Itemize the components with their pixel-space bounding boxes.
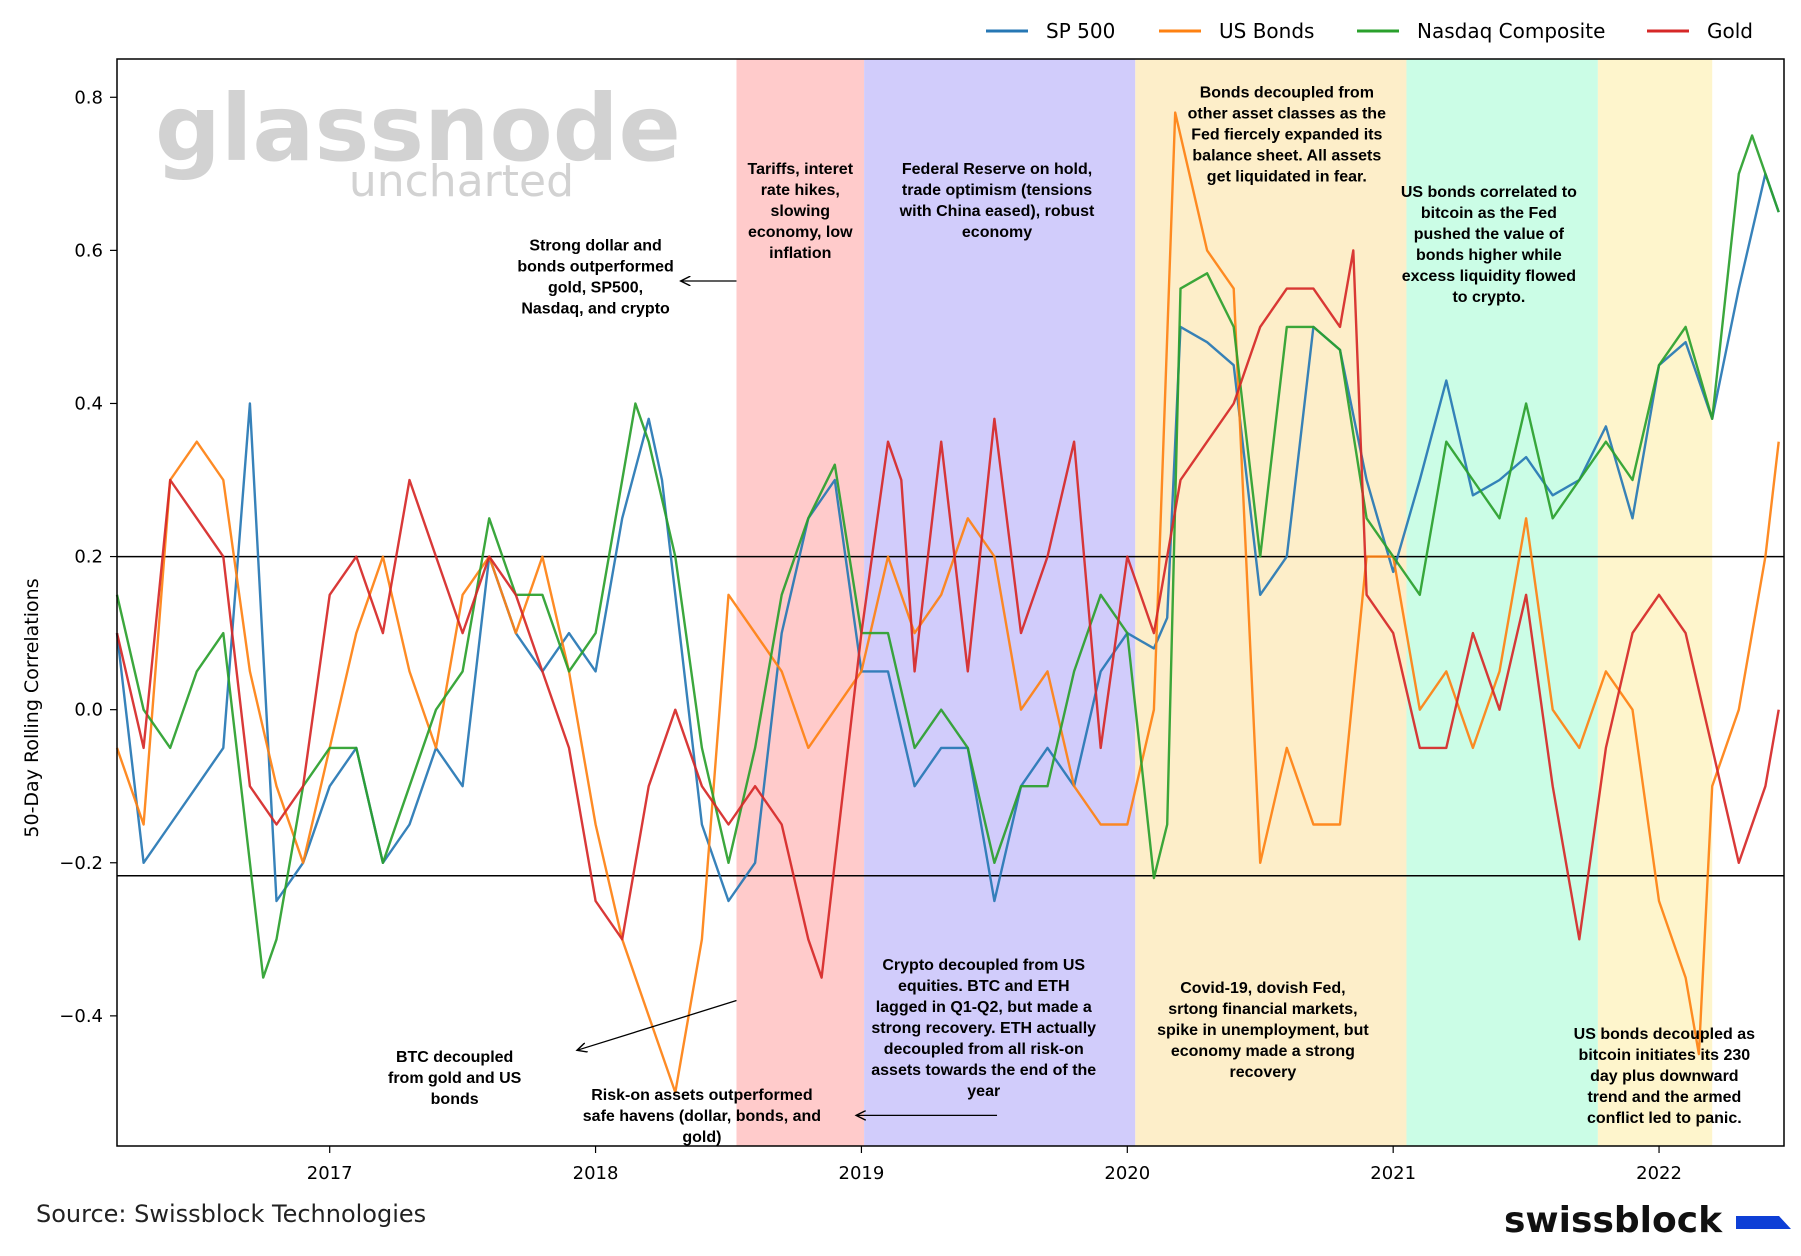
annotation-line: equities. BTC and ETH (898, 978, 1070, 995)
regime-band-4 (1406, 59, 1598, 1146)
x-tick-label: 2021 (1370, 1163, 1416, 1184)
y-tick-label: 0.8 (74, 87, 103, 108)
y-axis: 0.8 0.6 0.4 0.2 0.0 −0.2 −0.4 (59, 87, 117, 1027)
series-line-nasdaq (115, 134, 1780, 979)
series-line-gold (115, 249, 1780, 979)
watermark-main: glassnode (155, 75, 681, 182)
swissblock-logo: swissblock (1504, 1200, 1723, 1241)
annotation-line: Crypto decoupled from US (882, 957, 1085, 974)
annotation-line: srtong financial markets, (1168, 1001, 1357, 1018)
glassnode-watermark: glassnode uncharted (155, 75, 681, 207)
annotation-line: bitcoin initiates its 230 (1579, 1047, 1751, 1064)
annotation-line: decoupled from all risk-on (884, 1041, 1084, 1058)
annotation-line: bonds outperformed (517, 258, 673, 275)
legend-label-sp500: SP 500 (1046, 19, 1115, 43)
annotation-line: Risk-on assets outperformed (591, 1087, 812, 1104)
annotation-bonds-decoupled-2020: Bonds decoupled from other asset classes … (1188, 84, 1386, 185)
regime-band-1 (736, 59, 865, 1146)
annotation-covid: Covid-19, dovish Fed, srtong financial ma… (1157, 980, 1369, 1081)
series-line-sp500 (115, 172, 1780, 903)
annotation-line: safe havens (dollar, bonds, and (583, 1108, 821, 1125)
y-axis-label: 50-Day Rolling Correlations (21, 578, 43, 837)
annotation-line: Fed fiercely expanded its (1191, 126, 1382, 143)
annotation-line: rate hikes, (761, 182, 840, 199)
x-tick-label: 2019 (839, 1163, 885, 1184)
y-tick-label: −0.4 (59, 1006, 103, 1027)
annotation-line: day plus downward (1590, 1068, 1738, 1085)
annotation-line: lagged in Q1-Q2, but made a (876, 999, 1092, 1016)
annotation-line: with China eased), robust (899, 203, 1095, 220)
annotation-line: bonds higher while (1416, 247, 1562, 264)
y-tick-label: 0.2 (74, 547, 103, 568)
annotation-line: other asset classes as the (1188, 105, 1386, 122)
x-tick-label: 2020 (1104, 1163, 1150, 1184)
annotation-line: Nasdaq, and crypto (521, 300, 670, 317)
annotations: Strong dollar and bonds outperformed gold,… (388, 84, 1755, 1146)
swissblock-logo-mark (1736, 1216, 1791, 1229)
annotation-risk-on: Risk-on assets outperformed safe havens (… (583, 1087, 821, 1146)
annotation-line: assets towards the end of the (871, 1062, 1096, 1079)
annotation-fed-hold: Federal Reserve on hold, trade optimism (… (899, 161, 1095, 241)
annotation-line: economy, low (748, 224, 853, 241)
annotation-btc-decoupled: BTC decoupled from gold and US bonds (388, 1049, 522, 1108)
y-tick-label: 0.4 (74, 393, 103, 414)
annotation-line: economy made a strong (1171, 1043, 1355, 1060)
annotation-line: Bonds decoupled from (1200, 84, 1374, 101)
reference-lines (117, 555, 1784, 877)
annotation-bonds-correlated-2021: US bonds correlated to bitcoin as the Fed… (1401, 184, 1577, 306)
annotation-line: from gold and US (388, 1070, 522, 1087)
annotation-line: balance sheet. All assets (1192, 147, 1381, 164)
y-tick-label: 0.6 (74, 240, 103, 261)
annotation-line: excess liquidity flowed (1402, 268, 1576, 285)
annotation-arrow-2 (577, 999, 737, 1051)
annotation-line: trade optimism (tensions (902, 182, 1092, 199)
annotation-line: bitcoin as the Fed (1421, 205, 1557, 222)
source-note: Source: Swissblock Technologies (36, 1200, 426, 1228)
annotation-line: slowing (771, 203, 831, 220)
annotation-line: gold, SP500, (548, 279, 643, 296)
legend-label-nasdaq: Nasdaq Composite (1417, 19, 1605, 43)
annotation-line: spike in unemployment, but (1157, 1022, 1369, 1039)
y-tick-label: 0.0 (74, 700, 103, 721)
watermark-sub: uncharted (349, 156, 574, 207)
annotation-line: trend and the armed (1587, 1089, 1741, 1106)
annotation-line: strong recovery. ETH actually (871, 1020, 1096, 1037)
annotation-line: recovery (1230, 1064, 1297, 1081)
plot-frame (116, 58, 1785, 1147)
annotation-line: conflict led to panic. (1587, 1110, 1742, 1127)
annotation-line: get liquidated in fear. (1207, 168, 1367, 185)
annotation-line: Covid-19, dovish Fed, (1180, 980, 1345, 997)
annotation-arrows (577, 281, 998, 1115)
annotation-line: gold) (682, 1129, 721, 1146)
annotation-tariffs: Tariffs, interet rate hikes, slowing econom… (748, 161, 854, 262)
annotation-bonds-decoupled-2022: US bonds decoupled as bitcoin initiates i… (1574, 1026, 1755, 1127)
annotation-line: bonds (431, 1091, 479, 1108)
legend-label-gold: Gold (1707, 19, 1753, 43)
annotation-line: to crypto. (1452, 289, 1525, 306)
x-axis: 2017 2018 2019 2020 2021 2022 (307, 1146, 1682, 1184)
annotation-line: Tariffs, interet (748, 161, 854, 178)
annotation-line: US bonds decoupled as (1574, 1026, 1755, 1043)
annotation-line: BTC decoupled (396, 1049, 513, 1066)
x-tick-label: 2017 (307, 1163, 353, 1184)
annotation-line: year (967, 1083, 1000, 1100)
annotation-line: Strong dollar and (529, 237, 661, 254)
x-tick-label: 2018 (573, 1163, 619, 1184)
annotation-crypto-decoupled: Crypto decoupled from US equities. BTC an… (871, 957, 1096, 1100)
series-lines (115, 111, 1780, 1094)
legend-label-bonds: US Bonds (1219, 19, 1314, 43)
annotation-line: economy (962, 224, 1032, 241)
annotation-line: US bonds correlated to (1401, 184, 1577, 201)
annotation-line: Federal Reserve on hold, (902, 161, 1092, 178)
x-tick-label: 2022 (1636, 1163, 1682, 1184)
annotation-line: inflation (769, 245, 831, 262)
annotation-line: pushed the value of (1414, 226, 1565, 243)
y-tick-label: −0.2 (59, 853, 103, 874)
annotation-strong-dollar: Strong dollar and bonds outperformed gold,… (517, 237, 673, 317)
legend: SP 500 US Bonds Nasdaq Composite Gold (986, 19, 1753, 43)
